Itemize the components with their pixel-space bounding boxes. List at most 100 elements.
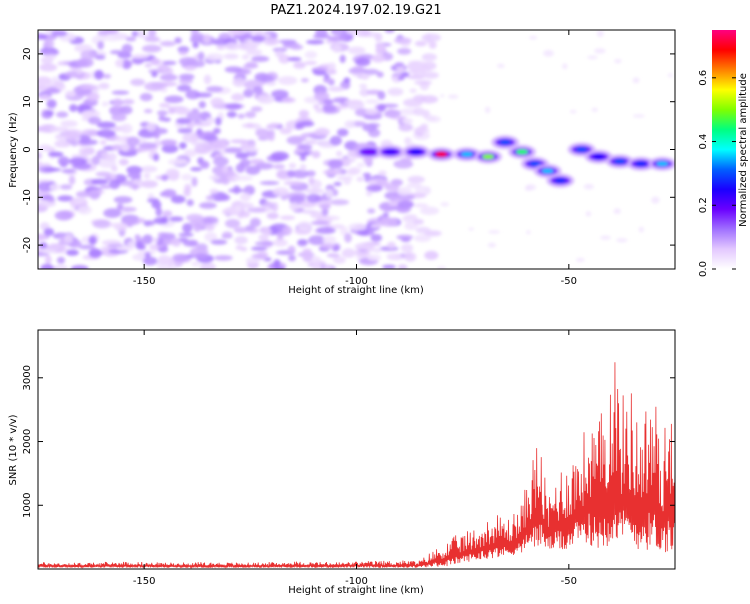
noise-blob <box>394 62 405 67</box>
noise-blob <box>146 220 156 226</box>
signal-core <box>575 147 588 152</box>
noise-blob <box>448 94 459 99</box>
noise-blob <box>38 233 47 242</box>
noise-blob <box>205 53 224 62</box>
noise-blob <box>247 139 256 145</box>
noise-blob <box>211 139 227 150</box>
noise-blob <box>327 35 347 42</box>
noise-blob <box>49 183 61 191</box>
noise-blob <box>362 172 372 177</box>
noise-blob <box>276 169 288 179</box>
noise-blob <box>117 52 132 59</box>
noise-blob <box>103 208 122 218</box>
noise-blob <box>488 230 500 234</box>
noise-blob <box>46 99 57 109</box>
noise-blob <box>176 117 192 125</box>
noise-blob <box>375 47 387 55</box>
noise-blob <box>110 173 117 180</box>
noise-blob <box>257 94 275 104</box>
noise-blob <box>583 183 594 190</box>
noise-blob <box>194 252 208 260</box>
noise-blob <box>327 62 336 71</box>
noise-blob <box>136 217 146 224</box>
noise-blob <box>344 233 352 243</box>
noise-blob <box>191 261 200 267</box>
noise-blob <box>159 73 178 82</box>
noise-blob <box>308 235 326 246</box>
noise-blob <box>344 120 356 129</box>
noise-blob <box>48 151 64 158</box>
noise-blob <box>157 110 168 116</box>
noise-blob <box>205 117 216 124</box>
noise-blob <box>304 60 318 65</box>
noise-blob <box>305 188 325 194</box>
noise-blob <box>269 122 280 127</box>
noise-blob <box>122 99 135 105</box>
noise-blob <box>199 202 217 209</box>
noise-blob <box>293 61 306 69</box>
colorbar-label: Normalized spectral amplitude <box>738 73 749 227</box>
noise-blob <box>362 123 378 132</box>
noise-blob <box>366 184 383 192</box>
noise-blob <box>197 51 205 61</box>
noise-blob <box>192 122 212 127</box>
noise-blob <box>213 156 229 167</box>
noise-blob <box>308 177 315 185</box>
noise-blob <box>337 128 349 137</box>
noise-blob <box>374 32 383 43</box>
noise-blob <box>270 151 289 161</box>
snr-y-axis-label: SNR (10 * v/v) <box>8 414 19 485</box>
noise-blob <box>194 144 213 154</box>
noise-blob <box>404 252 417 262</box>
noise-blob <box>332 44 342 53</box>
noise-blob <box>162 210 173 218</box>
noise-blob <box>191 176 198 187</box>
noise-blob <box>38 33 48 40</box>
noise-blob <box>121 43 133 54</box>
noise-blob <box>56 256 66 264</box>
noise-blob <box>412 67 426 77</box>
noise-blob <box>63 129 83 138</box>
signal-core <box>656 161 669 167</box>
noise-blob <box>327 86 345 92</box>
noise-blob <box>54 80 65 89</box>
noise-blob <box>54 210 73 221</box>
noise-blob <box>194 92 213 98</box>
y-tick-label: -20 <box>22 237 33 253</box>
noise-blob <box>121 59 132 70</box>
noise-blob <box>131 30 139 37</box>
noise-blob <box>70 265 89 269</box>
noise-blob <box>178 73 195 81</box>
noise-blob <box>157 254 171 265</box>
noise-blob <box>613 208 621 215</box>
noise-blob <box>183 149 197 158</box>
noise-blob <box>223 53 239 60</box>
noise-blob <box>140 165 158 173</box>
noise-blob <box>404 221 418 231</box>
noise-blob <box>139 93 153 102</box>
noise-blob <box>348 67 369 75</box>
noise-blob <box>120 123 133 134</box>
noise-blob <box>116 203 124 211</box>
noise-blob <box>167 158 188 166</box>
noise-blob <box>224 42 241 51</box>
noise-blob <box>375 43 385 50</box>
noise-blob <box>311 220 330 226</box>
noise-blob <box>356 162 366 168</box>
noise-blob <box>330 224 345 230</box>
noise-blob <box>179 57 198 66</box>
noise-blob <box>92 219 112 229</box>
noise-blob <box>543 49 554 57</box>
noise-blob <box>263 227 272 236</box>
noise-blob <box>69 104 78 112</box>
noise-blob <box>203 33 211 44</box>
noise-blob <box>102 73 112 79</box>
noise-blob <box>56 111 69 118</box>
noise-blob <box>304 139 318 145</box>
noise-blob <box>127 172 142 179</box>
noise-blob <box>75 190 92 198</box>
noise-blob <box>266 212 279 220</box>
noise-blob <box>421 61 437 71</box>
noise-blob <box>147 30 157 37</box>
noise-blob <box>224 147 242 154</box>
